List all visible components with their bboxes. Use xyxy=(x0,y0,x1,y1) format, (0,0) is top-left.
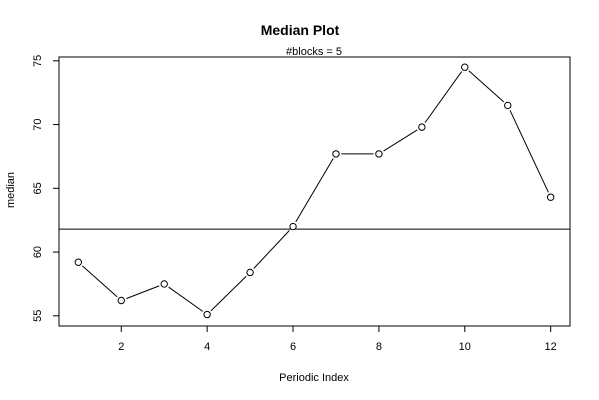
data-point xyxy=(203,310,211,319)
chart-title: Median Plot xyxy=(261,22,340,38)
series-segment xyxy=(383,129,418,152)
series-segment xyxy=(168,286,204,312)
chart-subtitle: #blocks = 5 xyxy=(286,46,342,58)
data-point xyxy=(332,150,340,158)
series-segment xyxy=(253,230,290,269)
series-segment xyxy=(468,70,505,103)
series-segment xyxy=(509,110,549,193)
data-point xyxy=(289,222,297,231)
x-axis-label: Periodic Index xyxy=(279,372,349,384)
x-tick-label: 10 xyxy=(459,341,471,353)
x-tick-label: 4 xyxy=(204,341,210,353)
x-tick-label: 12 xyxy=(545,341,557,353)
y-tick-label: 70 xyxy=(32,118,44,130)
series-segment xyxy=(210,275,247,312)
y-axis-label: median xyxy=(5,172,17,208)
data-point xyxy=(375,150,383,158)
data-point xyxy=(461,63,469,71)
data-point xyxy=(546,193,555,201)
y-tick-label: 55 xyxy=(32,310,44,322)
data-point xyxy=(246,268,254,277)
data-point xyxy=(160,280,168,288)
x-tick-label: 8 xyxy=(376,341,382,353)
x-tick-label: 6 xyxy=(290,341,296,353)
data-point xyxy=(418,123,426,131)
data-point xyxy=(74,258,83,266)
series-segment xyxy=(82,265,118,298)
x-tick-label: 2 xyxy=(118,341,124,353)
plot-frame xyxy=(58,56,571,327)
data-point xyxy=(504,101,512,110)
y-tick-label: 60 xyxy=(32,246,44,258)
series-segment xyxy=(295,158,334,223)
y-tick-label: 75 xyxy=(32,55,44,67)
plot-marks: 2 4 6 8 10 12 55 60 65 70 75 xyxy=(32,55,570,353)
data-point xyxy=(117,296,125,305)
y-tick-label: 65 xyxy=(32,182,44,194)
series-segment xyxy=(424,71,463,124)
series-segment xyxy=(126,285,160,300)
